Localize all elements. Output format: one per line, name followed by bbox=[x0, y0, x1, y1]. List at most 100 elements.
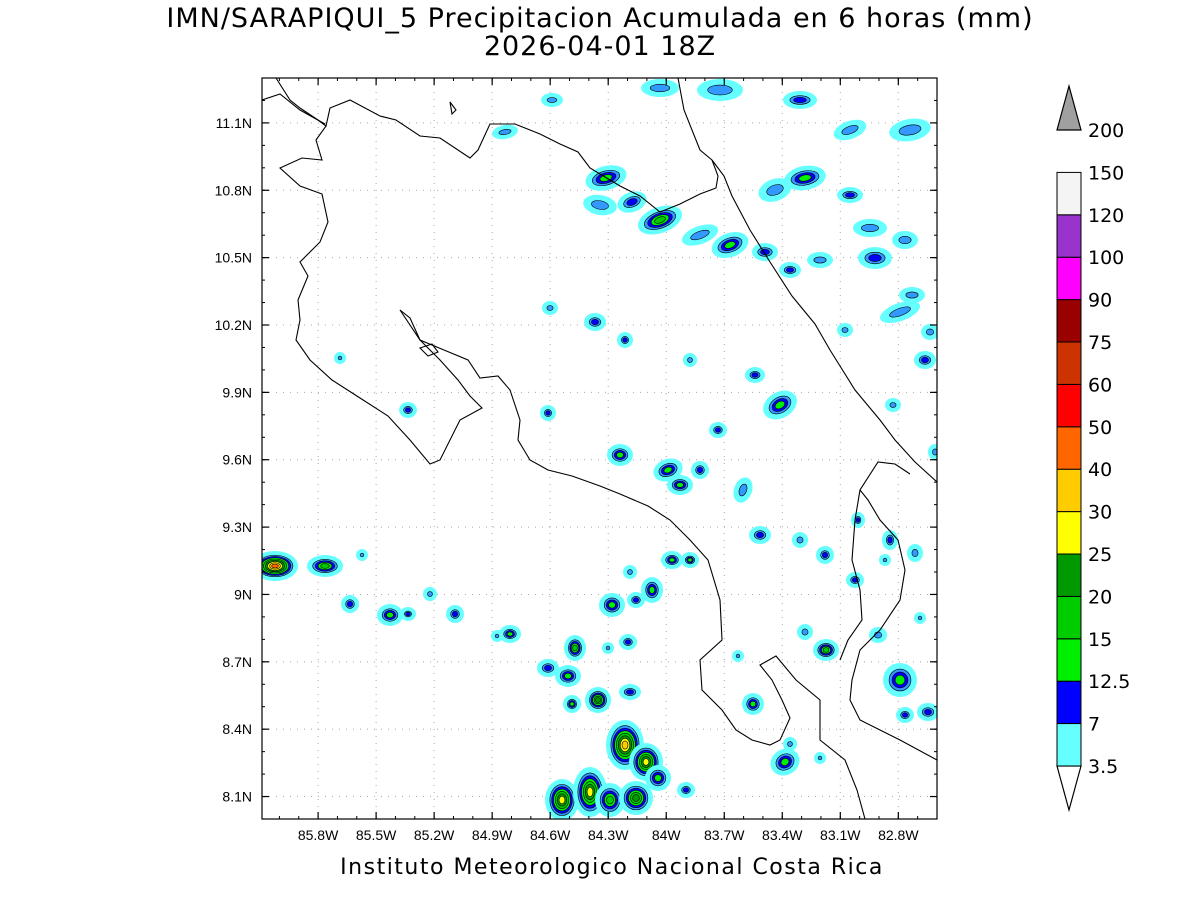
precip-contour bbox=[766, 184, 784, 196]
x-tick-label: 83.4W bbox=[762, 827, 803, 843]
colorbar-swatch bbox=[1056, 680, 1082, 725]
precip-contour bbox=[924, 709, 932, 715]
y-tick-label: 10.8N bbox=[215, 182, 252, 198]
x-tick-label: 85.5W bbox=[356, 827, 397, 843]
precip-contour bbox=[633, 597, 639, 603]
precip-contour bbox=[591, 200, 609, 210]
colorbar-label: 120 bbox=[1088, 205, 1124, 227]
precip-contour bbox=[917, 615, 923, 621]
precip-contour bbox=[642, 758, 650, 766]
colorbar-label: 75 bbox=[1088, 332, 1112, 354]
precip-contour bbox=[687, 357, 693, 363]
colorbar-label: 12.5 bbox=[1088, 671, 1130, 693]
precip-contour bbox=[898, 236, 912, 244]
precip-contour bbox=[801, 628, 809, 636]
precip-contour bbox=[898, 124, 922, 136]
x-tick-label: 84.3W bbox=[588, 827, 629, 843]
precip-contour bbox=[707, 84, 733, 96]
x-tick-label: 83.1W bbox=[820, 827, 861, 843]
precip-contour bbox=[546, 97, 558, 103]
precip-contour bbox=[868, 254, 882, 262]
coast-caribbean bbox=[711, 159, 937, 483]
precip-contour bbox=[627, 569, 633, 575]
colorbar-swatch bbox=[1056, 383, 1082, 428]
precip-contour bbox=[841, 327, 849, 333]
colorbar-swatch bbox=[1056, 638, 1082, 682]
y-tick-label: 8.7N bbox=[222, 654, 252, 670]
precip-contour bbox=[626, 198, 638, 206]
precip-contour bbox=[621, 740, 629, 750]
colorbar-label: 15 bbox=[1088, 629, 1112, 651]
precip-contour bbox=[817, 755, 823, 761]
precip-contour bbox=[649, 84, 671, 92]
coast-pacific-north bbox=[279, 125, 483, 465]
colorbar-arrow-bottom bbox=[1056, 765, 1082, 813]
precip-contour bbox=[558, 795, 566, 805]
colorbar-label: 3.5 bbox=[1088, 756, 1118, 778]
precip-contour bbox=[654, 216, 666, 224]
island-north bbox=[449, 101, 457, 116]
precip-contour bbox=[889, 402, 897, 408]
precip-contour bbox=[586, 787, 594, 797]
colorbar-label: 30 bbox=[1088, 502, 1112, 524]
precip-contour bbox=[855, 517, 861, 523]
colorbar-label: 150 bbox=[1088, 162, 1124, 184]
colorbar-label: 7 bbox=[1088, 714, 1100, 736]
x-tick-label: 85.2W bbox=[414, 827, 455, 843]
precip-contour bbox=[506, 631, 514, 637]
precip-contour bbox=[687, 557, 693, 563]
precip-contour bbox=[813, 256, 827, 264]
precip-contour bbox=[337, 355, 343, 361]
precip-contour bbox=[498, 129, 512, 135]
precip-contour bbox=[921, 357, 929, 363]
island-chira bbox=[418, 343, 439, 357]
x-tick-label: 84W bbox=[652, 827, 682, 843]
x-tick-label: 85.8W bbox=[298, 827, 339, 843]
colorbar-label: 90 bbox=[1088, 290, 1112, 312]
precipitation-field bbox=[262, 79, 937, 819]
precip-contour bbox=[572, 644, 578, 652]
colorbar-label: 40 bbox=[1088, 459, 1112, 481]
precip-contour bbox=[798, 174, 812, 182]
precip-contour bbox=[690, 229, 710, 241]
precip-contour bbox=[546, 305, 554, 311]
precip-contour bbox=[622, 337, 628, 343]
precip-contour bbox=[452, 611, 458, 617]
colorbar-arrow-top bbox=[1056, 83, 1082, 131]
colorbar-swatch bbox=[1056, 723, 1082, 767]
colorbar-label: 25 bbox=[1088, 544, 1112, 566]
precip-contour bbox=[861, 224, 879, 232]
y-tick-label: 9.3N bbox=[222, 519, 252, 535]
precip-contour bbox=[882, 557, 888, 563]
precip-contour bbox=[564, 672, 572, 680]
map-grid bbox=[262, 78, 937, 819]
precip-contour bbox=[595, 697, 601, 703]
footer-credit: Instituto Meteorologico Nacional Costa R… bbox=[340, 855, 884, 880]
precip-contour bbox=[787, 741, 793, 747]
y-tick-label: 10.2N bbox=[215, 317, 252, 333]
plot-frame bbox=[261, 77, 938, 820]
chart-title: IMN/SARAPIQUI_5 Precipitacion Acumulada … bbox=[166, 3, 1034, 34]
y-tick-label: 9N bbox=[234, 586, 252, 602]
precip-contour bbox=[347, 601, 353, 607]
colorbar-legend: 3.5 7 12.5 15 20 25 30 40 50 60 75 90 100 120 150 200 bbox=[1056, 83, 1130, 813]
precip-contour bbox=[405, 611, 411, 617]
colorbar-swatch bbox=[1056, 426, 1082, 470]
precip-contour bbox=[905, 291, 919, 299]
precip-contour bbox=[494, 633, 500, 639]
precip-contour bbox=[786, 267, 794, 273]
x-tick-label: 83.7W bbox=[704, 827, 745, 843]
precip-contour bbox=[605, 645, 611, 651]
precip-contour bbox=[751, 372, 759, 378]
precip-contour bbox=[796, 536, 804, 544]
precip-contour bbox=[845, 192, 855, 198]
precip-contour bbox=[606, 795, 614, 805]
precip-contour bbox=[648, 586, 656, 594]
colorbar-label: 20 bbox=[1088, 586, 1112, 608]
x-tick-label: 84.9W bbox=[472, 827, 513, 843]
precip-contour bbox=[793, 97, 807, 103]
precip-contour bbox=[320, 563, 330, 569]
precip-contour bbox=[608, 601, 616, 609]
precip-contour bbox=[780, 758, 790, 766]
